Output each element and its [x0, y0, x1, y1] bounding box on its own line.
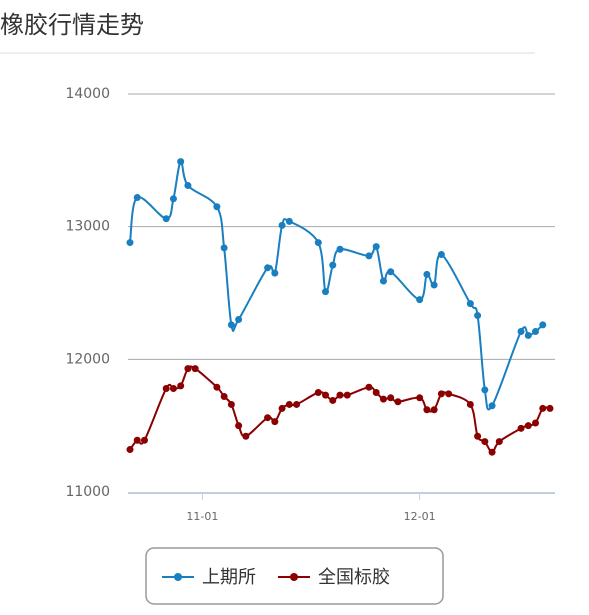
data-point [430, 406, 438, 414]
data-point [126, 239, 134, 247]
data-point [278, 404, 286, 412]
data-point [184, 182, 192, 190]
data-point [329, 261, 337, 269]
data-point [365, 252, 373, 260]
data-point [532, 419, 540, 427]
data-point [235, 316, 243, 324]
data-point [466, 400, 474, 408]
data-point [285, 217, 293, 225]
data-point [169, 385, 177, 393]
data-point [314, 239, 322, 247]
data-point [474, 432, 482, 440]
data-point [242, 432, 250, 440]
data-point [488, 402, 496, 410]
data-point [293, 400, 301, 408]
data-point [336, 391, 344, 399]
data-point [343, 391, 351, 399]
data-point [416, 394, 424, 402]
data-point [517, 327, 525, 335]
y-tick-label: 13000 [65, 219, 110, 235]
data-point [423, 406, 431, 414]
legend-label: 上期所 [202, 567, 256, 588]
data-point [387, 394, 395, 402]
legend-item: 全国标胶 [278, 567, 390, 588]
data-point [191, 365, 199, 373]
data-point [133, 193, 141, 201]
data-point [430, 281, 438, 289]
data-point [140, 436, 148, 444]
data-point [532, 327, 540, 335]
data-point [322, 391, 330, 399]
data-point [271, 418, 279, 426]
data-point [372, 243, 380, 251]
data-point [162, 215, 170, 223]
data-point [271, 269, 279, 277]
data-point [423, 270, 431, 278]
data-point [488, 448, 496, 456]
data-point [177, 382, 185, 390]
data-point [184, 365, 192, 373]
data-point [445, 390, 453, 398]
data-point [379, 395, 387, 403]
data-point [220, 244, 228, 252]
data-point [437, 390, 445, 398]
data-point [394, 398, 402, 406]
data-point [235, 422, 243, 430]
data-point [481, 386, 489, 394]
data-point [539, 321, 547, 329]
data-point [227, 400, 235, 408]
data-point [546, 404, 554, 412]
data-point [466, 300, 474, 308]
data-point [314, 389, 322, 396]
legend-item: 上期所 [162, 567, 256, 588]
data-point [524, 422, 532, 430]
x-tick-label: 11-01 [186, 510, 218, 523]
data-point [372, 389, 380, 396]
data-point [322, 288, 330, 296]
legend-marker [290, 573, 298, 581]
data-point [213, 383, 221, 391]
data-point [524, 331, 532, 339]
data-point [285, 400, 293, 408]
data-point [495, 438, 503, 446]
data-point [517, 424, 525, 432]
chart-title: 橡胶行情走势 [0, 11, 144, 39]
data-point [387, 268, 395, 276]
series-line [129, 160, 544, 411]
x-tick-label: 12-01 [404, 510, 436, 523]
data-point [539, 404, 547, 412]
data-point [264, 264, 272, 272]
data-point [379, 277, 387, 285]
data-point [169, 195, 177, 203]
data-point [278, 221, 286, 229]
data-point [133, 436, 141, 444]
data-point [126, 446, 134, 454]
data-point [220, 392, 228, 400]
data-point [474, 312, 482, 320]
data-point [162, 385, 170, 393]
y-tick-label: 14000 [65, 86, 110, 102]
y-tick-label: 11000 [65, 484, 110, 500]
data-point [365, 383, 373, 391]
data-point [227, 321, 235, 329]
data-point [437, 251, 445, 259]
data-point [481, 438, 489, 446]
data-point [177, 158, 185, 166]
data-point [416, 296, 424, 304]
legend-label: 全国标胶 [318, 567, 390, 588]
data-point [336, 245, 344, 253]
y-tick-label: 12000 [65, 351, 110, 367]
data-point [329, 396, 337, 404]
legend-marker [174, 573, 182, 581]
data-point [213, 203, 221, 211]
data-point [264, 414, 272, 422]
